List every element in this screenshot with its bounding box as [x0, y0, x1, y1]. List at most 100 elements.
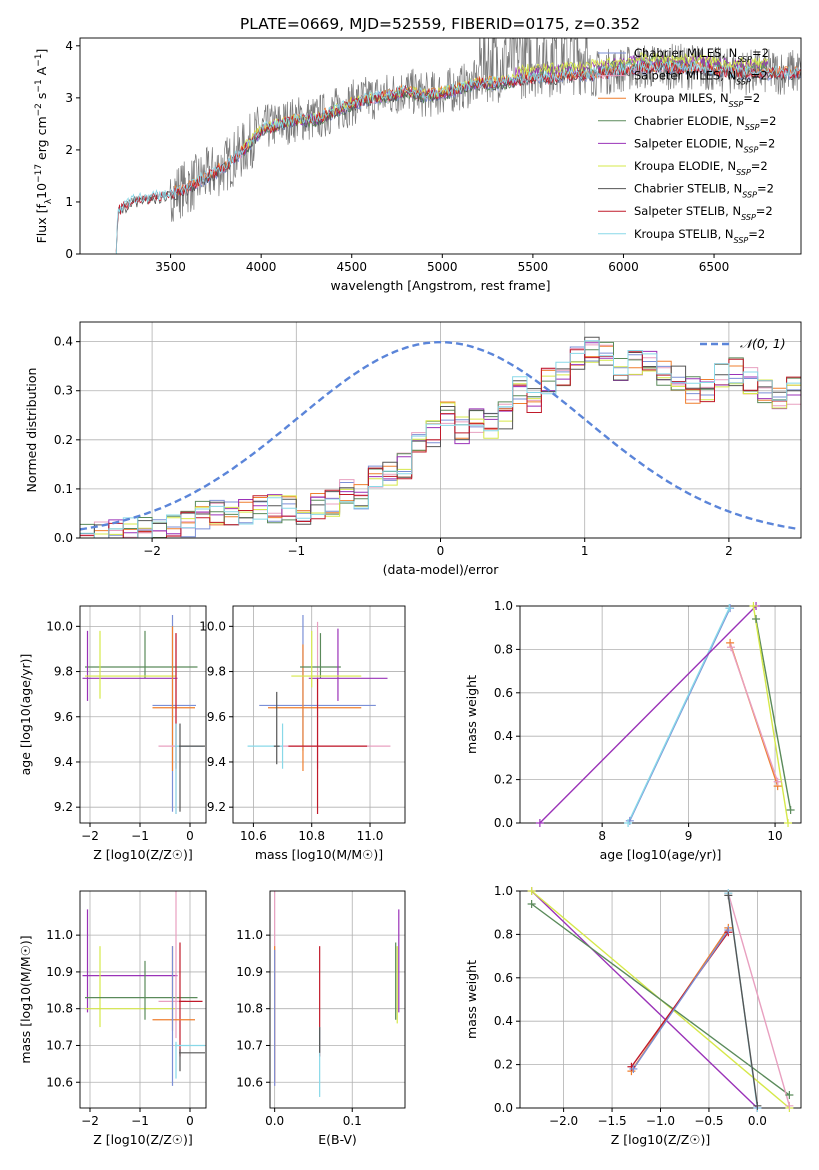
- x-tick-label: 0: [437, 544, 445, 558]
- x-tick-label: 0.0: [748, 1114, 767, 1128]
- legend-label-main: Kroupa ELODIE, N: [634, 159, 736, 173]
- histogram-kroupa_stelib: [80, 340, 801, 538]
- figure-title: PLATE=0669, MJD=52559, FIBERID=0175, z=0…: [240, 15, 640, 33]
- y-tick-label: 9.4: [54, 755, 73, 769]
- x-tick-label: 2: [725, 544, 733, 558]
- legend-label-tail: =2: [757, 182, 774, 196]
- y-axis-label: mass weight: [464, 675, 479, 754]
- x-tick-label: −2: [81, 829, 99, 843]
- series-line-salpeter_miles: [730, 646, 779, 783]
- series-line-salpeter_miles: [727, 893, 791, 1106]
- y-tick-label: 1: [65, 195, 73, 209]
- x-tick-label: 6000: [608, 260, 639, 274]
- y-tick-label: 0.8: [494, 927, 513, 941]
- x-axis-label: Z [log10(Z/Z☉)]: [611, 1132, 711, 1147]
- x-tick-label: 10.6: [240, 829, 267, 843]
- y-tick-label: 11.0: [46, 928, 73, 942]
- legend-label-tail: =2: [752, 46, 769, 60]
- x-axis-label: E(B-V): [318, 1132, 357, 1147]
- y-tick-label: 9.8: [54, 665, 73, 679]
- y-label-part: 10: [34, 183, 49, 199]
- legend-label-tail: =2: [748, 227, 765, 241]
- y-tick-label: 0.6: [494, 686, 513, 700]
- histogram-salpeter_miles: [80, 344, 801, 538]
- legend-label-sub: SSP: [736, 168, 751, 177]
- x-tick-label: 5500: [518, 260, 549, 274]
- x-tick-label: 1: [581, 544, 589, 558]
- x-tick-label: 3500: [155, 260, 186, 274]
- y-tick-label: 0.2: [494, 773, 513, 787]
- x-tick-label: 11.0: [357, 829, 384, 843]
- legend-label-sub: SSP: [729, 100, 744, 109]
- legend-label: Salpeter MILES, NSSP=2: [634, 69, 768, 87]
- histogram-chabrier_stelib: [80, 336, 801, 538]
- legend-label-main: Salpeter ELODIE, N: [634, 136, 744, 150]
- y-label-part: ]: [34, 49, 49, 54]
- marker-kroupa_elodie: [749, 602, 758, 610]
- histogram-kroupa_miles: [80, 345, 801, 538]
- marker-chabrier_stelib: [724, 891, 733, 900]
- axes-frame: [79, 605, 207, 824]
- histogram-chabrier_miles: [80, 346, 801, 538]
- x-tick-label: 9: [685, 829, 693, 843]
- axes-frame: [269, 890, 406, 1109]
- marker-chabrier_stelib: [753, 1101, 762, 1110]
- legend-label-sub: SSP: [736, 77, 751, 86]
- panel-mass_vs_ebv: 0.0 0.1 10.6 10.7 10.8 10.9 11.0 E(B-V): [236, 890, 406, 1147]
- panel-weight_vs_Z: −2.0 −1.5 −1.0 −0.5 0.0 0.0 0.2 0.4 0.6 0.8 1.0 Z […: [464, 884, 802, 1147]
- series-line-kroupa_stelib: [627, 607, 730, 823]
- marker-salpeter_elodie: [535, 819, 544, 827]
- x-tick-label: 4500: [336, 260, 367, 274]
- panel-age_vs_mass: 10.6 10.8 11.0 9.2 9.4 9.6 9.8 10.0 mass [log10(…: [199, 605, 406, 862]
- y-label-part: A: [34, 66, 49, 79]
- y-label-part: λ: [44, 198, 54, 204]
- legend-label: Kroupa MILES, NSSP=2: [634, 91, 760, 109]
- y-tick-label: 3: [65, 91, 73, 105]
- y-tick-label: 0.2: [54, 433, 73, 447]
- histogram-salpeter_stelib: [80, 349, 801, 538]
- series-line-chabrier_elodie: [531, 903, 790, 1096]
- y-tick-label: 0.8: [494, 642, 513, 656]
- y-tick-label: 10.7: [236, 1038, 263, 1052]
- y-label-part: erg cm: [34, 116, 49, 164]
- y-tick-label: 0.2: [494, 1058, 513, 1072]
- x-tick-label: −1.5: [597, 1114, 626, 1128]
- marker-chabrier_elodie: [785, 1090, 794, 1099]
- plot-area: [274, 891, 400, 1097]
- series-line-salpeter_elodie: [531, 891, 758, 1108]
- y-tick-label: 0.4: [494, 729, 513, 743]
- y-tick-label: 9.6: [54, 710, 73, 724]
- marker-kroupa_stelib: [624, 819, 633, 827]
- y-tick-label: 1.0: [494, 884, 513, 898]
- legend-label-main: Kroupa STELIB, N: [634, 227, 734, 241]
- legend-label-main: Salpeter MILES, N: [634, 69, 736, 83]
- marker-salpeter_miles: [726, 643, 735, 652]
- y-tick-label: 0.0: [494, 1101, 513, 1115]
- plot-area: [82, 891, 205, 1086]
- y-tick-label: 9.4: [207, 755, 226, 769]
- x-tick-label: 8: [598, 829, 606, 843]
- y-tick-label: 0: [65, 247, 73, 261]
- y-tick-label: 2: [65, 143, 73, 157]
- legend-label-sub: SSP: [734, 235, 749, 244]
- x-axis-label: wavelength [Angstrom, rest frame]: [330, 278, 550, 293]
- marker-chabrier_elodie: [786, 805, 795, 814]
- y-label-part: −17: [34, 164, 44, 183]
- y-tick-label: 9.6: [207, 710, 226, 724]
- marker-salpeter_miles: [785, 1101, 794, 1110]
- legend-label: Salpeter STELIB, NSSP=2: [634, 204, 773, 222]
- y-tick-label: 4: [65, 39, 73, 53]
- marker-kroupa_elodie: [784, 819, 793, 827]
- axes-frame: [519, 605, 802, 824]
- x-tick-label: 10: [767, 829, 782, 843]
- y-tick-label: 9.2: [54, 800, 73, 814]
- panel-weight_vs_age: 8 9 10 0.0 0.2 0.4 0.6 0.8 1.0 age [log10(age/yr)…: [464, 599, 802, 862]
- y-tick-label: 10.7: [46, 1038, 73, 1052]
- y-tick-label: 9.2: [207, 800, 226, 814]
- series-line-chabrier_elodie: [755, 618, 792, 811]
- x-tick-label: 4000: [246, 260, 277, 274]
- series-line-chabrier_miles: [632, 929, 729, 1070]
- x-tick-label: 6500: [699, 260, 730, 274]
